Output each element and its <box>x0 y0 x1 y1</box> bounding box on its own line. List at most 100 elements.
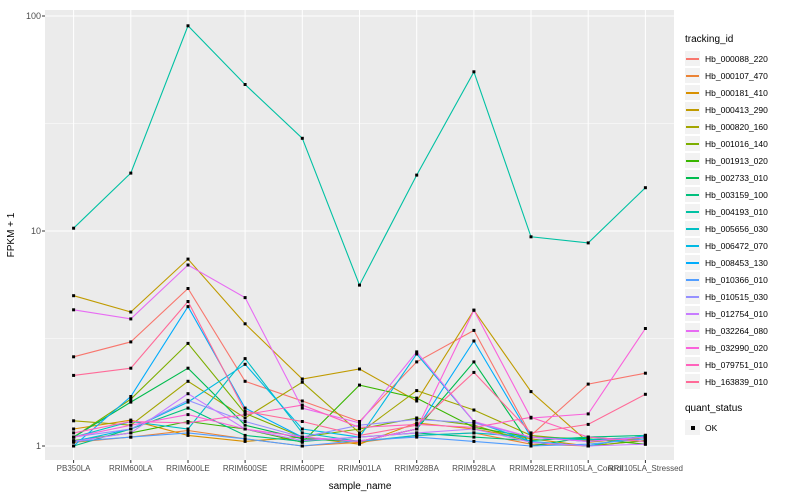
data-point <box>586 422 590 426</box>
data-point <box>300 435 304 439</box>
data-point <box>300 437 304 441</box>
data-point <box>186 398 190 402</box>
legend-key <box>685 85 700 100</box>
data-point <box>129 366 133 370</box>
data-point <box>415 417 419 421</box>
data-point <box>300 377 304 381</box>
x-tick-label: RRII105LA_Stressed <box>607 464 683 473</box>
legend-color-line-icon <box>686 176 699 179</box>
legend-key <box>685 289 700 304</box>
legend-entry-label: Hb_012754_010 <box>705 308 768 319</box>
x-axis-label: sample_name <box>328 481 392 492</box>
legend-entry: Hb_010366_010 <box>685 271 800 288</box>
legend-entry: Hb_006472_070 <box>685 237 800 254</box>
legend-key <box>685 255 700 270</box>
data-point <box>243 433 247 437</box>
legend-key <box>685 136 700 151</box>
legend-entry-label: Hb_163839_010 <box>705 376 768 387</box>
data-point <box>300 406 304 410</box>
data-point <box>186 400 190 404</box>
data-point <box>529 435 533 439</box>
legend-key <box>685 170 700 185</box>
data-point <box>643 371 647 375</box>
data-point <box>529 235 533 239</box>
legend-color-line-icon <box>686 125 699 128</box>
data-point <box>472 339 476 343</box>
legend-entry-label: Hb_010515_030 <box>705 291 768 302</box>
data-point <box>243 357 247 361</box>
data-point <box>358 431 361 435</box>
legend-key <box>685 119 700 134</box>
data-point <box>186 431 190 435</box>
data-point <box>472 420 476 423</box>
data-point <box>186 263 190 267</box>
legend-color-line-icon <box>686 142 699 145</box>
data-point <box>129 317 133 321</box>
legend-entry-label: Hb_010366_010 <box>705 274 768 285</box>
data-point <box>415 423 419 427</box>
data-point <box>186 341 190 345</box>
data-point <box>415 435 419 439</box>
data-point <box>472 431 476 435</box>
data-point <box>643 439 647 443</box>
data-point <box>415 431 419 435</box>
data-point <box>243 416 247 420</box>
legend-color-line-icon <box>686 380 699 383</box>
data-point <box>586 439 590 443</box>
legend-entry: Hb_000181_410 <box>685 84 800 101</box>
legend-entry: Hb_008453_130 <box>685 254 800 271</box>
legend-color-line-icon <box>686 159 699 162</box>
legend-key <box>685 187 700 202</box>
legend-entry-label: Hb_000088_220 <box>705 53 768 64</box>
legend: tracking_id Hb_000088_220 Hb_000107_470 Hb… <box>685 34 800 436</box>
data-point <box>300 427 304 431</box>
data-point <box>415 389 419 393</box>
data-point <box>300 399 304 403</box>
data-point <box>586 442 590 446</box>
data-point <box>186 413 190 417</box>
legend-entry: Hb_004193_010 <box>685 203 800 220</box>
legend-key <box>685 51 700 66</box>
data-point <box>186 366 190 370</box>
data-point <box>243 420 247 423</box>
data-point <box>129 171 133 175</box>
data-point <box>472 370 476 374</box>
data-point <box>129 397 133 401</box>
legend-entry: Hb_001913_020 <box>685 152 800 169</box>
data-point <box>415 427 419 431</box>
legend-entry: Hb_000088_220 <box>685 50 800 67</box>
data-point <box>243 409 247 413</box>
legend-key <box>685 357 700 372</box>
legend-color-line-icon <box>686 261 699 264</box>
data-point <box>72 419 76 423</box>
legend-entry: Hb_002733_010 <box>685 169 800 186</box>
data-point <box>186 305 190 309</box>
x-tick-label: RRIM600SE <box>222 464 268 473</box>
data-point <box>72 444 76 448</box>
legend-color-line-icon <box>686 210 699 213</box>
data-point <box>300 420 304 423</box>
data-point <box>243 379 247 383</box>
data-point <box>72 294 76 298</box>
legend-entry-label: Hb_032264_080 <box>705 325 768 336</box>
quant-legend-entry: OK <box>685 419 800 436</box>
quant-status-legend: quant_status OK <box>685 403 800 436</box>
data-point <box>186 24 190 28</box>
data-point <box>415 173 419 177</box>
data-point <box>72 435 76 439</box>
data-point <box>643 186 647 190</box>
data-point <box>415 433 419 437</box>
data-point <box>186 433 190 437</box>
legend-entry: Hb_010515_030 <box>685 288 800 305</box>
data-point <box>129 310 133 314</box>
y-tick-label: 10 <box>30 226 41 236</box>
data-point <box>472 308 476 312</box>
legend-entry: Hb_000820_160 <box>685 118 800 135</box>
data-point <box>243 423 247 427</box>
data-point <box>129 420 133 423</box>
data-point <box>643 392 647 396</box>
legend-entry-label: Hb_005656_030 <box>705 223 768 234</box>
data-point <box>529 390 533 394</box>
legend-key <box>685 204 700 219</box>
